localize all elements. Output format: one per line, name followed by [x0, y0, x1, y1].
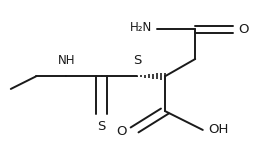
Text: OH: OH	[208, 123, 228, 136]
Text: S: S	[133, 54, 141, 67]
Text: H₂N: H₂N	[130, 21, 152, 34]
Text: O: O	[238, 23, 249, 36]
Text: NH: NH	[58, 54, 75, 67]
Text: O: O	[117, 125, 127, 138]
Text: S: S	[98, 120, 106, 133]
